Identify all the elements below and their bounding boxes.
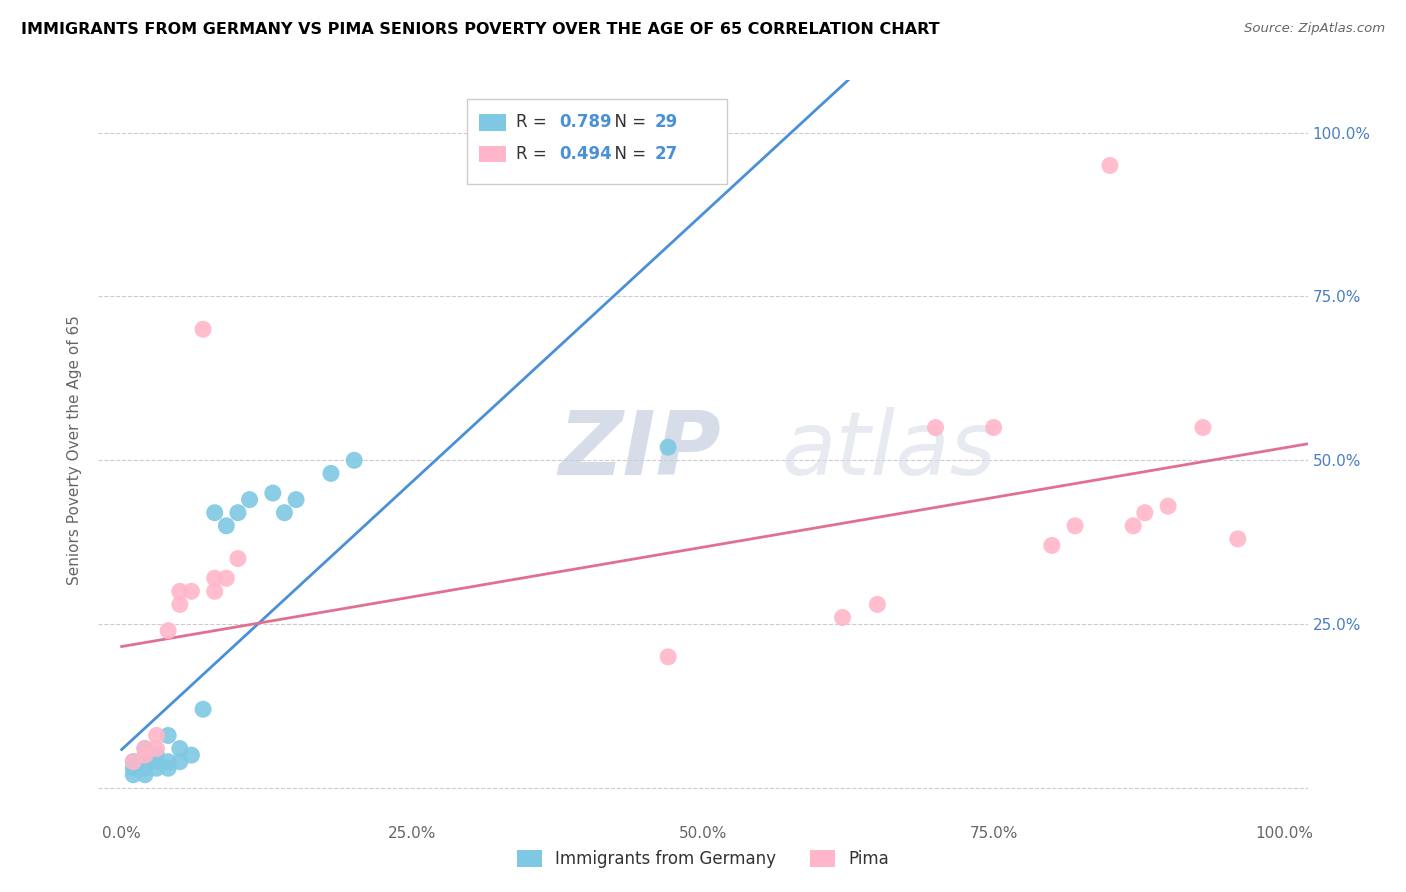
Point xyxy=(343,453,366,467)
Point xyxy=(145,748,167,763)
Point xyxy=(831,610,853,624)
Point xyxy=(866,598,889,612)
Text: R =: R = xyxy=(516,145,551,163)
Point xyxy=(134,741,156,756)
Text: ZIP: ZIP xyxy=(558,407,721,494)
Text: Source: ZipAtlas.com: Source: ZipAtlas.com xyxy=(1244,22,1385,36)
Point xyxy=(262,486,284,500)
Point xyxy=(1226,532,1249,546)
Point xyxy=(226,551,249,566)
Point xyxy=(1133,506,1156,520)
Point xyxy=(122,768,145,782)
Text: 29: 29 xyxy=(655,113,678,131)
Point xyxy=(1064,518,1087,533)
Text: IMMIGRANTS FROM GERMANY VS PIMA SENIORS POVERTY OVER THE AGE OF 65 CORRELATION C: IMMIGRANTS FROM GERMANY VS PIMA SENIORS … xyxy=(21,22,939,37)
Point xyxy=(157,729,180,743)
Point xyxy=(191,702,214,716)
Point xyxy=(239,492,262,507)
Point xyxy=(204,506,226,520)
Point xyxy=(657,440,679,454)
Text: N =: N = xyxy=(603,145,651,163)
Point xyxy=(157,755,180,769)
Bar xyxy=(479,114,506,130)
Point xyxy=(273,506,295,520)
Point xyxy=(285,492,308,507)
Point xyxy=(157,624,180,638)
Point xyxy=(1122,518,1144,533)
Point xyxy=(226,506,249,520)
Point xyxy=(134,755,156,769)
Point xyxy=(191,322,214,336)
Point xyxy=(924,420,946,434)
Point xyxy=(145,729,167,743)
Y-axis label: Seniors Poverty Over the Age of 65: Seniors Poverty Over the Age of 65 xyxy=(67,316,83,585)
Point xyxy=(169,741,191,756)
Point xyxy=(145,741,167,756)
Text: atlas: atlas xyxy=(782,408,997,493)
Point xyxy=(1192,420,1215,434)
Point xyxy=(215,518,238,533)
Point xyxy=(169,755,191,769)
Point xyxy=(1040,539,1063,553)
Point xyxy=(134,748,156,763)
Point xyxy=(204,584,226,599)
Point xyxy=(145,761,167,775)
Point xyxy=(180,584,202,599)
Point xyxy=(122,761,145,775)
Point xyxy=(134,755,156,769)
Text: N =: N = xyxy=(603,113,651,131)
Point xyxy=(169,584,191,599)
Point xyxy=(122,755,145,769)
Point xyxy=(983,420,1005,434)
Point xyxy=(134,741,156,756)
Point xyxy=(1098,158,1121,172)
Point xyxy=(157,761,180,775)
Point xyxy=(657,649,679,664)
Text: 27: 27 xyxy=(655,145,678,163)
Point xyxy=(134,761,156,775)
Point xyxy=(169,598,191,612)
Point xyxy=(215,571,238,585)
Text: 0.494: 0.494 xyxy=(560,145,612,163)
Text: 0.789: 0.789 xyxy=(560,113,612,131)
Point xyxy=(1157,499,1180,513)
Point xyxy=(180,748,202,763)
Text: R =: R = xyxy=(516,113,551,131)
Point xyxy=(134,748,156,763)
Point xyxy=(319,467,342,481)
FancyBboxPatch shape xyxy=(467,99,727,184)
Bar xyxy=(479,146,506,162)
Legend: Immigrants from Germany, Pima: Immigrants from Germany, Pima xyxy=(510,843,896,875)
Point xyxy=(134,768,156,782)
Point xyxy=(122,755,145,769)
Point xyxy=(204,571,226,585)
Point xyxy=(145,755,167,769)
